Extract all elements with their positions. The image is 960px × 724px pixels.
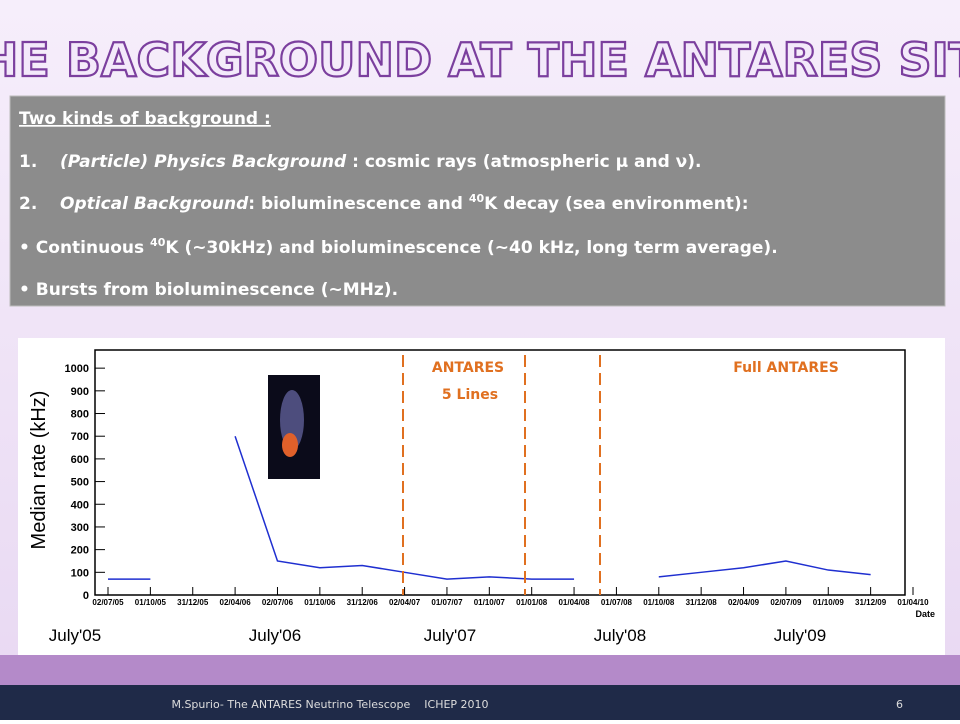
rate-line — [234, 435, 575, 580]
item-number: 1. — [19, 152, 37, 172]
x-tick-label: 02/07/09 — [770, 598, 802, 607]
season-label: July'07 — [424, 626, 476, 645]
x-tick-label: 01/07/08 — [601, 598, 633, 607]
x-tick-label: 02/04/06 — [220, 598, 252, 607]
x-tick-label: 01/10/09 — [813, 598, 845, 607]
item-text: : bioluminescence and — [248, 194, 469, 214]
item-text: : cosmic rays (atmospheric μ and ν). — [346, 152, 701, 172]
x-tick-label: 02/07/05 — [92, 598, 124, 607]
chart: 0 100 200 300 400 500 600 700 800 900 1000 02/07/05… — [28, 349, 935, 645]
rate-line — [658, 560, 871, 578]
x-tick-label: 31/12/09 — [855, 598, 887, 607]
item-text: K decay (sea environment): — [484, 194, 748, 214]
y-tick-label: 400 — [71, 499, 89, 511]
x-tick-label: 02/04/07 — [389, 598, 421, 607]
season-label: July'08 — [594, 626, 646, 645]
page-number: 6 — [896, 698, 903, 711]
period-label: ANTARES — [432, 360, 504, 376]
bullet: • — [19, 280, 36, 300]
x-tick-label: 02/04/09 — [728, 598, 760, 607]
y-tick-label: 800 — [71, 409, 89, 421]
x-tick-label: 31/12/08 — [686, 598, 718, 607]
x-tick-label: 01/04/08 — [558, 598, 590, 607]
y-tick-label: 600 — [71, 454, 89, 466]
x-tick-label: 02/07/06 — [262, 598, 294, 607]
period-label: 5 Lines — [442, 387, 498, 403]
y-axis-label: Median rate (kHz) — [28, 391, 50, 550]
x-tick-label: 01/07/07 — [431, 598, 463, 607]
y-tick-label: 300 — [71, 522, 89, 534]
y-tick-label: 1000 — [65, 363, 89, 375]
footer-band — [0, 655, 960, 685]
item-number: 2. — [19, 194, 37, 214]
x-tick-label: 01/10/05 — [135, 598, 167, 607]
item-text: Bursts from bioluminescence (~MHz). — [36, 280, 398, 300]
list-item: 2. Optical Background: bioluminescence an… — [19, 192, 749, 214]
superscript: 40 — [469, 192, 485, 205]
x-tick-label: 01/10/08 — [643, 598, 675, 607]
x-tick-label: 31/12/06 — [347, 598, 379, 607]
slide-title: THE BACKGROUND AT THE ANTARES SITE — [0, 33, 960, 87]
x-tick-label: 01/01/08 — [516, 598, 548, 607]
bullet-item: • Bursts from bioluminescence (~MHz). — [19, 280, 398, 300]
y-tick-label: 700 — [71, 431, 89, 443]
period-label: Full ANTARES — [733, 360, 839, 376]
x-tick-label: 01/04/10 — [897, 598, 929, 607]
y-tick-label: 900 — [71, 386, 89, 398]
y-tick-label: 0 — [83, 590, 89, 602]
item-text: Continuous — [36, 238, 150, 258]
plot-frame — [94, 349, 906, 596]
y-tick-label: 200 — [71, 545, 89, 557]
box-heading: Two kinds of background : — [19, 109, 271, 129]
text-box — [9, 95, 946, 307]
x-axis-label: Date — [915, 609, 935, 619]
x-tick-label: 31/12/05 — [177, 598, 209, 607]
list-item: 1. (Particle) Physics Background : cosmic… — [19, 152, 702, 172]
item-text: K (~30kHz) and bioluminescence (~40 kHz,… — [165, 238, 777, 258]
jellyfish-core — [282, 433, 298, 457]
x-tick-label: 01/10/07 — [474, 598, 506, 607]
footer — [0, 685, 960, 720]
footer-text: M.Spurio- The ANTARES Neutrino Telescope… — [171, 698, 488, 711]
season-label: July'09 — [774, 626, 826, 645]
chart-area — [18, 338, 945, 655]
y-tick-label: 100 — [71, 567, 89, 579]
item-emph: (Particle) Physics Background — [60, 152, 347, 172]
item-emph: Optical Background — [60, 194, 249, 214]
x-tick-label: 01/10/06 — [304, 598, 336, 607]
superscript: 40 — [150, 236, 166, 249]
bullet-item: • Continuous 40K (~30kHz) and biolumines… — [19, 236, 778, 258]
y-tick-label: 500 — [71, 477, 89, 489]
bullet: • — [19, 238, 36, 258]
season-label: July'05 — [49, 626, 101, 645]
season-label: July'06 — [249, 626, 301, 645]
